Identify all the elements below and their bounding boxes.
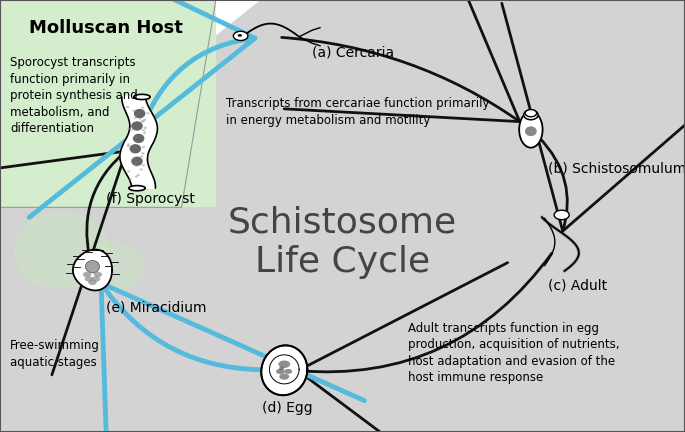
Circle shape	[127, 145, 130, 147]
Circle shape	[138, 118, 142, 120]
Text: (d) Egg: (d) Egg	[262, 401, 313, 415]
Circle shape	[278, 360, 290, 368]
Circle shape	[129, 178, 132, 181]
Text: Molluscan Host: Molluscan Host	[29, 19, 183, 38]
FancyArrowPatch shape	[282, 0, 520, 121]
Circle shape	[132, 110, 136, 112]
Ellipse shape	[519, 111, 543, 148]
Circle shape	[234, 31, 248, 41]
Circle shape	[284, 369, 292, 374]
Circle shape	[132, 151, 135, 153]
Circle shape	[92, 276, 100, 282]
Ellipse shape	[524, 110, 538, 120]
Circle shape	[143, 132, 146, 134]
Text: Free-swimming
aquatic stages: Free-swimming aquatic stages	[10, 339, 100, 368]
Ellipse shape	[133, 134, 145, 143]
Circle shape	[83, 272, 91, 277]
Polygon shape	[0, 0, 216, 207]
FancyArrowPatch shape	[0, 151, 126, 375]
Circle shape	[140, 121, 143, 123]
Circle shape	[140, 168, 143, 171]
Text: Schistosome
Life Cycle: Schistosome Life Cycle	[228, 205, 457, 279]
Text: Sporocyst transcripts
function primarily in
protein synthesis and
metabolism, an: Sporocyst transcripts function primarily…	[10, 56, 138, 135]
Circle shape	[85, 276, 93, 282]
Circle shape	[525, 110, 536, 117]
Circle shape	[279, 374, 289, 380]
Ellipse shape	[132, 156, 142, 166]
Text: (c) Adult: (c) Adult	[548, 279, 607, 292]
Circle shape	[142, 146, 145, 148]
Circle shape	[134, 175, 138, 178]
Text: (b) Schistosomulum: (b) Schistosomulum	[548, 162, 685, 176]
Ellipse shape	[86, 260, 99, 273]
Ellipse shape	[132, 121, 142, 130]
Circle shape	[276, 369, 284, 374]
Ellipse shape	[134, 94, 150, 99]
Ellipse shape	[129, 186, 145, 191]
Ellipse shape	[75, 242, 144, 294]
FancyArrowPatch shape	[101, 283, 364, 432]
Text: (a) Cercaria: (a) Cercaria	[312, 45, 394, 59]
Circle shape	[143, 119, 147, 121]
Ellipse shape	[14, 212, 110, 289]
Circle shape	[127, 143, 130, 146]
Circle shape	[126, 106, 129, 108]
FancyArrowPatch shape	[298, 253, 552, 432]
Circle shape	[88, 280, 97, 285]
Circle shape	[142, 129, 145, 131]
Circle shape	[134, 117, 137, 119]
Circle shape	[134, 137, 138, 139]
Circle shape	[142, 164, 145, 166]
Circle shape	[135, 165, 138, 167]
Circle shape	[146, 112, 149, 114]
Text: (f) Sporocyst: (f) Sporocyst	[106, 192, 195, 206]
Ellipse shape	[525, 126, 537, 136]
Circle shape	[144, 127, 147, 129]
Circle shape	[129, 129, 132, 131]
Ellipse shape	[129, 144, 141, 153]
Text: Adult transcripts function in egg
production, acquisition of nutrients,
host ada: Adult transcripts function in egg produc…	[408, 322, 619, 384]
Circle shape	[238, 34, 242, 37]
Circle shape	[141, 120, 145, 122]
Polygon shape	[0, 0, 216, 207]
FancyArrowPatch shape	[0, 0, 255, 217]
Circle shape	[141, 152, 145, 155]
Circle shape	[94, 272, 102, 277]
Circle shape	[127, 170, 130, 172]
Polygon shape	[120, 97, 158, 188]
Text: (e) Miracidium: (e) Miracidium	[106, 300, 207, 314]
Circle shape	[279, 367, 284, 370]
Circle shape	[133, 157, 136, 159]
FancyArrowPatch shape	[502, 3, 685, 231]
Circle shape	[140, 156, 143, 158]
Circle shape	[554, 210, 569, 220]
Circle shape	[127, 128, 131, 130]
Circle shape	[134, 162, 137, 164]
Circle shape	[136, 174, 140, 176]
Ellipse shape	[134, 109, 145, 118]
Polygon shape	[0, 0, 260, 207]
Polygon shape	[261, 345, 308, 395]
Text: Transcripts from cercariae function primarily
in energy metabolism and motility: Transcripts from cercariae function prim…	[226, 97, 490, 127]
Circle shape	[141, 107, 145, 109]
Polygon shape	[73, 250, 112, 290]
